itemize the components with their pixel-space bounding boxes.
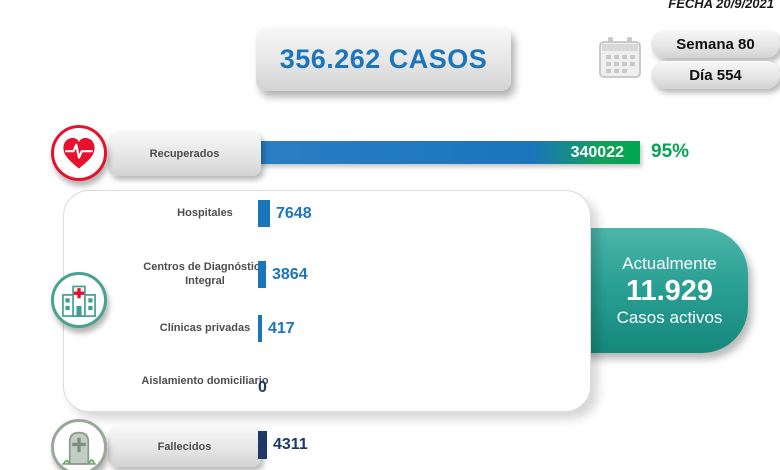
casos-activos-label: Casos activos <box>616 307 723 327</box>
fecha-label: FECHA 20/9/2021 <box>668 0 774 11</box>
aislamiento-value: 0 <box>258 378 267 396</box>
heart-ecg-icon <box>51 125 107 181</box>
fallecidos-bar <box>258 431 267 459</box>
hospitales-value: 7648 <box>276 204 312 222</box>
clinicas-bar <box>258 315 262 342</box>
semana-label: Semana 80 <box>676 35 755 53</box>
fallecidos-value: 4311 <box>273 436 308 453</box>
fallecidos-row: 4311 <box>258 431 308 459</box>
recuperados-value: 340022 <box>570 143 624 161</box>
active-cases-card: Actualmente 11.929 Casos activos <box>560 228 748 353</box>
calendar-icon <box>597 35 643 81</box>
fallecidos-label: Fallecidos <box>108 426 261 467</box>
total-cases-box: 356.262 CASOS <box>256 27 511 91</box>
clinicas-label: Clínicas privadas <box>159 322 251 334</box>
cdi-value: 3864 <box>272 265 308 283</box>
cdi-bar <box>258 261 266 288</box>
hospitales-label: Hospitales <box>177 207 233 219</box>
clinicas-row: 417 <box>258 315 295 342</box>
hospitales-bar <box>258 200 270 227</box>
recuperados-label: Recuperados <box>108 131 261 176</box>
cdi-row: 3864 <box>258 261 308 288</box>
aislamiento-label: Aislamiento domiciliario <box>141 375 269 387</box>
clinicas-value: 417 <box>268 319 295 337</box>
dia-label: Día 554 <box>689 66 742 84</box>
total-cases-value: 356.262 CASOS <box>279 43 488 74</box>
hospitales-row: 7648 <box>258 200 312 227</box>
recuperados-bar: 340022 <box>258 141 640 164</box>
care-breakdown-panel <box>63 190 591 412</box>
dia-badge: Día 554 <box>651 61 780 89</box>
active-cases-value: 11.929 <box>625 274 714 307</box>
actualmente-label: Actualmente <box>622 253 717 273</box>
hospital-building-icon <box>51 272 107 328</box>
tombstone-icon <box>51 419 107 470</box>
cdi-label: Centros de Diagnóstico Integral <box>143 261 267 287</box>
aislamiento-row: 0 <box>258 374 267 401</box>
recuperados-percent: 95% <box>651 141 690 162</box>
semana-badge: Semana 80 <box>651 30 780 58</box>
